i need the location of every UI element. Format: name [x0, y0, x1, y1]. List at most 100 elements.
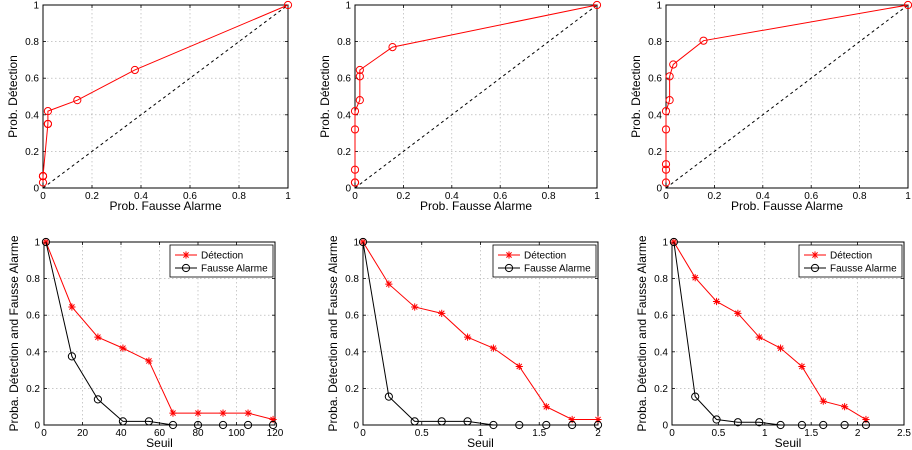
x-tick-label: 0 — [669, 428, 675, 439]
legend-marker — [811, 251, 819, 259]
data-point — [388, 42, 397, 52]
data-point — [358, 237, 368, 247]
chance-diagonal — [42, 4, 289, 189]
data-point — [43, 119, 53, 129]
data-point — [411, 303, 419, 311]
data-point — [118, 417, 128, 426]
x-tick-label: 0.5 — [711, 428, 725, 439]
y-tick-label: 0.8 — [648, 37, 662, 48]
y-tick-label: 1 — [353, 238, 359, 249]
x-axis-label: Prob. Fausse Alarme — [731, 199, 843, 213]
data-point — [819, 420, 828, 430]
x-axis-label: Prob. Fausse Alarme — [109, 199, 221, 213]
x-tick-label: 0.8 — [232, 191, 246, 202]
y-tick-label: 0.4 — [648, 110, 662, 121]
data-point — [841, 403, 849, 411]
legend-label: Détection — [524, 251, 566, 262]
data-point — [93, 395, 103, 404]
data-point — [840, 420, 849, 430]
data-point — [193, 420, 203, 430]
x-tick-label: 0 — [360, 428, 366, 439]
chart-4: 0 20 40 60 80 100 120 0 0.2 0.4 0.6 0.8 1 Seuil Proba.… — [7, 235, 284, 450]
data-point — [862, 415, 870, 424]
data-point — [776, 420, 785, 430]
x-tick-label: 0 — [663, 191, 669, 202]
chance-diagonal — [665, 4, 909, 189]
data-point — [269, 415, 277, 424]
y-tick-label: 0.6 — [26, 311, 40, 322]
x-tick-label: 80 — [192, 428, 204, 439]
y-axis-label: Prob. Détection — [318, 55, 332, 138]
data-point — [665, 96, 674, 105]
x-tick-label: 2 — [855, 428, 861, 439]
grid — [666, 5, 908, 188]
data-point — [463, 333, 472, 341]
data-point — [145, 357, 153, 365]
y-tick-label: 0.6 — [345, 311, 359, 322]
data-point — [73, 96, 82, 105]
y-tick-label: 0.2 — [654, 384, 668, 395]
grid — [672, 242, 904, 425]
legend-label: Fausse Alarme — [524, 264, 591, 275]
data-point — [798, 362, 806, 371]
series-line-1 — [673, 241, 867, 420]
y-tick-label: 0.2 — [648, 147, 662, 158]
plot-area — [38, 0, 293, 189]
legend-label: Fausse Alarme — [201, 264, 268, 275]
x-tick-label: 0.4 — [445, 191, 459, 202]
data-point — [463, 417, 472, 426]
y-tick-label: 0.2 — [337, 147, 351, 158]
x-tick-label: 60 — [154, 428, 166, 439]
x-tick-label: 2 — [595, 428, 601, 439]
legend-marker — [810, 263, 820, 273]
data-point — [67, 352, 77, 361]
data-point — [489, 344, 498, 352]
data-point — [41, 237, 51, 247]
series-line-2 — [362, 241, 598, 426]
x-tick-label: 0 — [40, 191, 46, 202]
chart-6: 0 0.5 1 1.5 2 2.5 0 0.2 0.4 0.6 0.8 1 Seuil Proba. Dé… — [635, 235, 911, 450]
data-point — [437, 417, 446, 426]
legend-marker — [505, 251, 513, 259]
x-tick-label: 1 — [594, 191, 600, 202]
x-tick-label: 0.2 — [707, 191, 721, 202]
x-tick-label: 40 — [115, 428, 127, 439]
x-tick-label: 0 — [352, 191, 358, 202]
data-point — [733, 418, 742, 427]
data-point — [350, 178, 360, 187]
data-point — [797, 420, 807, 430]
y-tick-label: 0 — [34, 421, 40, 432]
data-point — [410, 417, 419, 426]
y-tick-label: 1 — [662, 238, 668, 249]
x-tick-label: 0.6 — [804, 191, 818, 202]
x-tick-label: 1 — [478, 428, 484, 439]
legend: Détection Fausse Alarme — [492, 244, 597, 278]
grid — [355, 5, 597, 188]
x-tick-label: 0.8 — [853, 191, 867, 202]
data-point — [661, 125, 671, 134]
y-axis-label: Prob. Détection — [6, 55, 20, 138]
grid — [43, 5, 288, 188]
chart-2: 0 0.2 0.4 0.6 0.8 1 0 0.2 0.4 0.6 0.8 1 Prob. Fausse… — [318, 1, 602, 213]
data-point — [819, 397, 827, 405]
x-tick-label: 2.5 — [897, 428, 911, 439]
series-line-1 — [42, 4, 289, 183]
data-point — [194, 409, 202, 417]
x-tick-label: 0.8 — [542, 191, 556, 202]
data-point — [568, 420, 577, 430]
y-tick-label: 0.6 — [337, 74, 351, 85]
data-point — [661, 165, 671, 174]
y-tick-label: 1 — [33, 1, 39, 12]
series-line-1 — [354, 4, 598, 183]
x-tick-label: 100 — [228, 428, 245, 439]
x-tick-label: 0 — [41, 428, 47, 439]
data-point — [712, 297, 721, 306]
y-tick-label: 0.4 — [654, 347, 668, 358]
y-tick-label: 0 — [33, 184, 39, 195]
data-point — [384, 392, 393, 401]
data-point — [385, 280, 393, 288]
grid — [363, 242, 598, 425]
data-point — [669, 60, 678, 69]
data-point — [355, 72, 364, 81]
data-point — [350, 125, 360, 134]
